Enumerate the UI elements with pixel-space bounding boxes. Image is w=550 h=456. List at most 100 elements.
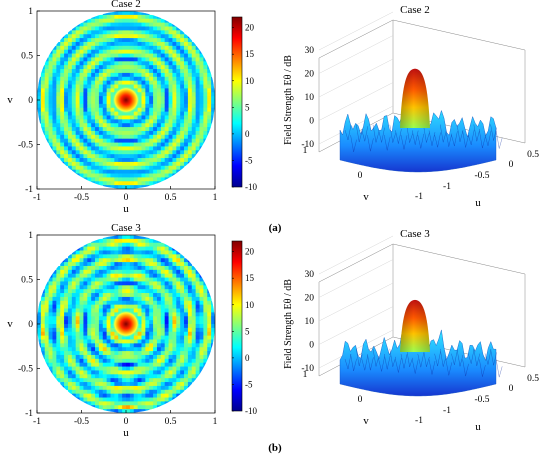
colorbar-tick-label: 0 <box>245 353 250 363</box>
heatmap-cell <box>156 354 162 360</box>
heatmap-cell <box>118 362 123 367</box>
heatmap-cell <box>187 273 193 278</box>
heatmap-cell <box>106 335 111 340</box>
heatmap-cell <box>44 92 50 97</box>
heatmap-cell <box>141 304 146 309</box>
heatmap-cell <box>71 393 77 398</box>
heatmap-cell <box>191 320 197 325</box>
heatmap-cell <box>160 84 166 89</box>
heatmap-cell <box>60 335 65 340</box>
heatmap-cell <box>87 53 92 58</box>
heatmap-cell <box>110 254 115 259</box>
heatmap-cell <box>168 281 173 286</box>
heatmap-cell <box>172 154 177 159</box>
u-axis-label: u <box>475 197 481 209</box>
heatmap-cell <box>75 38 80 43</box>
heatmap-cell <box>129 181 135 186</box>
heatmap-cell <box>164 22 169 27</box>
heatmap-cell <box>91 277 96 282</box>
heatmap-cell <box>91 382 96 387</box>
heatmap-cell <box>126 397 131 402</box>
heatmap-cell <box>110 312 115 317</box>
heatmap-cell <box>129 119 135 124</box>
heatmap-cell <box>110 185 115 189</box>
heatmap-cell <box>67 88 73 93</box>
heatmap-cell <box>172 277 177 282</box>
heatmap-cell <box>106 273 111 278</box>
heatmap-cell <box>129 238 135 244</box>
heatmap-cell <box>118 22 123 27</box>
heatmap-cell <box>106 320 111 325</box>
heatmap-cell <box>64 262 69 267</box>
heatmap-cell <box>160 351 166 356</box>
heatmap-cell <box>106 115 111 120</box>
heatmap-cell <box>160 366 166 371</box>
heatmap-cell <box>67 80 73 85</box>
heatmap-cell <box>122 242 127 248</box>
heatmap-cell <box>95 397 100 402</box>
heatmap-cell <box>137 49 142 54</box>
heatmap-cell <box>211 320 215 325</box>
heatmap-cell <box>172 389 177 395</box>
heatmap-cell <box>67 158 73 163</box>
heatmap-cell <box>168 339 173 344</box>
heatmap-cell <box>91 362 96 367</box>
heatmap-cell <box>118 405 123 410</box>
heatmap-cell <box>110 14 115 20</box>
heatmap-cell <box>102 300 108 306</box>
heatmap-cell <box>199 351 204 356</box>
heatmap-cell <box>37 324 42 329</box>
heatmap-cell <box>60 115 65 120</box>
heatmap-cell <box>60 296 65 302</box>
heatmap-cell <box>156 316 162 321</box>
heatmap-cell <box>79 312 84 317</box>
heatmap-cell <box>118 296 123 302</box>
heatmap-cell <box>187 308 193 313</box>
heatmap-cell <box>149 397 154 402</box>
heatmap-cell <box>95 65 100 70</box>
heatmap-cell <box>164 397 169 402</box>
heatmap-cell <box>48 324 53 329</box>
heatmap-cell <box>145 14 150 20</box>
heatmap-cell <box>83 123 88 128</box>
heatmap-cell <box>126 26 131 31</box>
heatmap-cell <box>145 378 150 383</box>
heatmap-cell <box>137 277 142 282</box>
heatmap-cell <box>75 378 80 383</box>
heatmap-cell <box>83 304 88 309</box>
heatmap-cell <box>56 134 61 140</box>
heatmap-cell <box>102 393 108 398</box>
heatmap-cell <box>141 374 146 379</box>
heatmap-cell <box>79 335 84 340</box>
heatmap-cell <box>149 238 154 244</box>
heatmap-cell <box>180 146 185 151</box>
heatmap-cell <box>40 331 46 337</box>
heatmap-cell <box>153 385 158 391</box>
heatmap-cell <box>106 158 111 163</box>
heatmap-cell <box>114 123 119 128</box>
heatmap-cell <box>91 84 96 89</box>
heatmap-cell <box>44 362 50 367</box>
heatmap-cell <box>64 327 69 333</box>
heatmap-cell <box>67 327 73 333</box>
heatmap-cell <box>168 53 173 58</box>
heatmap-cell <box>156 111 162 116</box>
heatmap-cell <box>64 343 69 348</box>
heatmap-cell <box>191 370 197 375</box>
surface-ripple <box>456 348 464 367</box>
heatmap-cell <box>133 169 139 174</box>
heatmap-cell <box>60 84 65 89</box>
heatmap-cell <box>168 393 173 398</box>
heatmap-cell <box>141 72 146 78</box>
heatmap-cell <box>137 304 142 309</box>
heatmap-cell <box>122 304 127 309</box>
heatmap-cell <box>98 165 104 171</box>
heatmap-cell <box>95 88 100 93</box>
heatmap-cell <box>199 316 204 321</box>
heatmap-cell <box>110 293 115 298</box>
heatmap-cell <box>180 154 185 159</box>
heatmap-cell <box>56 100 61 105</box>
heatmap-cell <box>122 154 127 159</box>
heatmap-cell <box>172 165 177 171</box>
heatmap-cell <box>133 30 139 35</box>
